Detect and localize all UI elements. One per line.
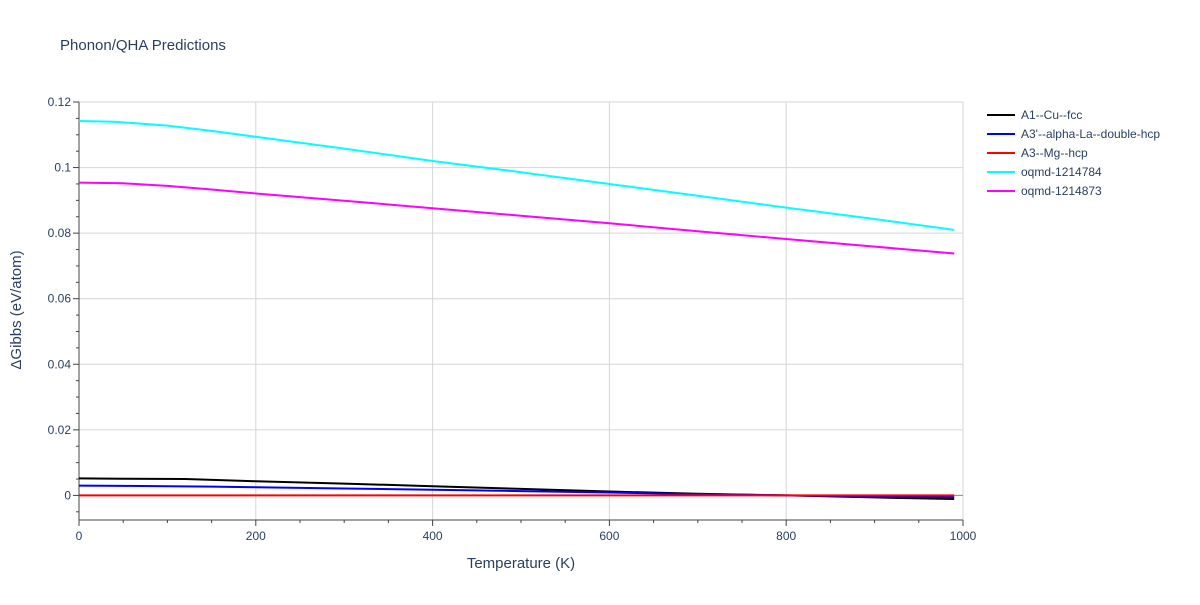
legend-item-label: oqmd-1214784 [1021,165,1102,179]
series-line-4 [78,120,955,231]
x-tick-label: 200 [246,529,266,543]
legend-item-label: A3--Mg--hcp [1021,146,1088,160]
series-layer [78,120,955,500]
y-tick-label: 0.04 [48,357,72,371]
x-tick-label: 600 [599,529,619,543]
y-tick-label: 0.02 [48,423,72,437]
y-tick-label: 0.12 [48,95,72,109]
x-tick-label: 800 [776,529,796,543]
y-tick-label: 0.08 [48,226,72,240]
y-axis-label: ΔGibbs (eV/atom) [8,250,25,369]
legend: A1--Cu--fcc A3'--alpha-La--double-hcp A3--… [987,108,1160,198]
legend-item-label: oqmd-1214873 [1021,184,1102,198]
x-tick-label: 0 [76,529,83,543]
chart-title: Phonon/QHA Predictions [60,37,226,54]
legend-item-label: A1--Cu--fcc [1021,108,1082,122]
grid-layer [79,101,964,520]
x-tick-label: 400 [423,529,443,543]
x-tick-label: 1000 [950,529,977,543]
y-tick-label: 0.1 [54,161,71,175]
y-tick-label: 0 [64,488,71,502]
y-tick-label: 0.06 [48,292,72,306]
x-axis-label: Temperature (K) [467,555,575,572]
legend-item-label: A3'--alpha-La--double-hcp [1021,127,1160,141]
series-line-5 [78,181,955,255]
axes-layer: 0 0.02 0.04 0.06 0.08 0.1 0.12 0 200 400 600 800 100… [48,95,977,543]
